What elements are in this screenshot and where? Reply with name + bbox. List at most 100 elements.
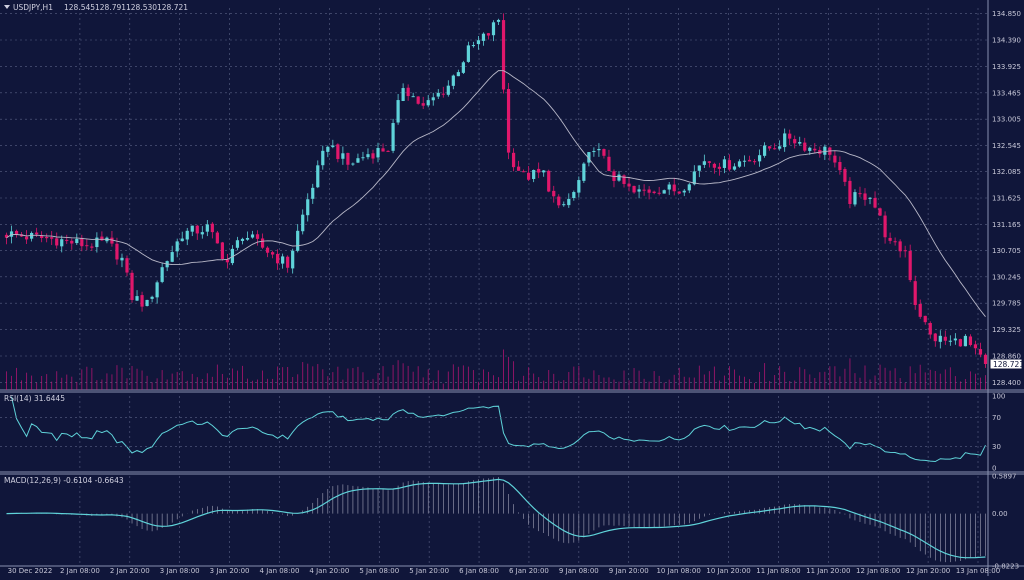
candle[interactable] (848, 177, 852, 209)
candle[interactable] (296, 224, 300, 253)
candle[interactable] (481, 32, 486, 46)
candle[interactable] (240, 237, 245, 245)
candle[interactable] (622, 174, 626, 188)
candle[interactable] (361, 151, 365, 161)
candle[interactable] (692, 165, 696, 186)
candle[interactable] (577, 176, 581, 198)
candle[interactable] (547, 169, 551, 193)
candle[interactable] (958, 338, 962, 347)
candle[interactable] (456, 69, 460, 77)
candle[interactable] (356, 153, 360, 163)
candle[interactable] (321, 145, 325, 170)
candle[interactable] (501, 13, 506, 94)
candle[interactable] (928, 321, 932, 339)
candle[interactable] (180, 231, 184, 242)
candle[interactable] (60, 235, 64, 253)
candle[interactable] (421, 96, 425, 109)
candle[interactable] (717, 162, 722, 176)
candle[interactable] (471, 41, 476, 48)
candle[interactable] (200, 226, 204, 239)
candle[interactable] (908, 244, 912, 283)
candle[interactable] (803, 137, 807, 153)
candle[interactable] (843, 167, 847, 187)
candle[interactable] (963, 334, 968, 347)
candle[interactable] (652, 190, 656, 195)
candle-layer[interactable] (4, 13, 988, 368)
candle[interactable] (597, 143, 601, 157)
candle[interactable] (276, 249, 280, 270)
candle[interactable] (572, 190, 576, 201)
candle[interactable] (155, 280, 159, 304)
candle[interactable] (532, 169, 536, 183)
candle[interactable] (863, 188, 867, 206)
candle[interactable] (888, 232, 892, 244)
candle[interactable] (225, 253, 230, 269)
candle[interactable] (537, 162, 541, 179)
candle[interactable] (491, 20, 496, 42)
candle[interactable] (170, 245, 174, 263)
candle[interactable] (943, 330, 947, 345)
candle[interactable] (667, 182, 671, 195)
candle[interactable] (883, 211, 887, 244)
candle[interactable] (783, 128, 787, 152)
candle[interactable] (953, 333, 957, 345)
candle[interactable] (270, 250, 275, 259)
candle[interactable] (948, 335, 952, 346)
candle[interactable] (913, 275, 917, 310)
candle[interactable] (833, 150, 837, 168)
candle[interactable] (923, 315, 927, 325)
candle[interactable] (451, 74, 455, 90)
candle[interactable] (466, 41, 470, 63)
candle[interactable] (416, 96, 420, 105)
candle[interactable] (396, 93, 400, 125)
candle[interactable] (768, 146, 772, 151)
candle[interactable] (552, 185, 556, 203)
candle[interactable] (742, 155, 747, 167)
candle[interactable] (291, 248, 295, 274)
candle[interactable] (602, 148, 606, 159)
candle[interactable] (506, 82, 511, 160)
candle[interactable] (542, 169, 546, 177)
candle[interactable] (823, 144, 827, 160)
candle[interactable] (527, 166, 531, 181)
candle[interactable] (898, 239, 902, 258)
candle[interactable] (281, 253, 285, 269)
candle[interactable] (235, 236, 240, 251)
candle[interactable] (727, 154, 732, 172)
candle[interactable] (120, 253, 124, 268)
candle[interactable] (682, 189, 686, 197)
candle[interactable] (441, 86, 445, 98)
candle[interactable] (336, 143, 340, 163)
candle[interactable] (351, 162, 355, 166)
candle[interactable] (793, 135, 797, 149)
candle[interactable] (677, 191, 681, 195)
candle[interactable] (391, 118, 395, 154)
candle[interactable] (301, 209, 305, 235)
candle[interactable] (446, 80, 450, 97)
candle[interactable] (511, 148, 516, 172)
candle[interactable] (732, 163, 737, 171)
candle[interactable] (386, 150, 390, 152)
candle[interactable] (70, 238, 74, 250)
candle[interactable] (893, 237, 897, 246)
candle[interactable] (55, 232, 59, 249)
candle[interactable] (14, 229, 19, 238)
candle[interactable] (757, 149, 762, 167)
candle[interactable] (672, 177, 676, 196)
candle[interactable] (90, 243, 94, 251)
candle[interactable] (918, 299, 922, 319)
candle[interactable] (190, 225, 194, 237)
candle[interactable] (878, 207, 882, 217)
candle[interactable] (210, 222, 214, 239)
candle[interactable] (110, 231, 114, 247)
candle[interactable] (381, 143, 385, 152)
candle[interactable] (426, 95, 430, 108)
candle[interactable] (978, 342, 983, 358)
candle[interactable] (371, 149, 375, 164)
candle[interactable] (401, 83, 405, 102)
candle[interactable] (647, 186, 651, 200)
candle[interactable] (486, 33, 491, 40)
candle[interactable] (567, 193, 571, 208)
candle[interactable] (160, 262, 164, 284)
candle[interactable] (431, 92, 435, 106)
